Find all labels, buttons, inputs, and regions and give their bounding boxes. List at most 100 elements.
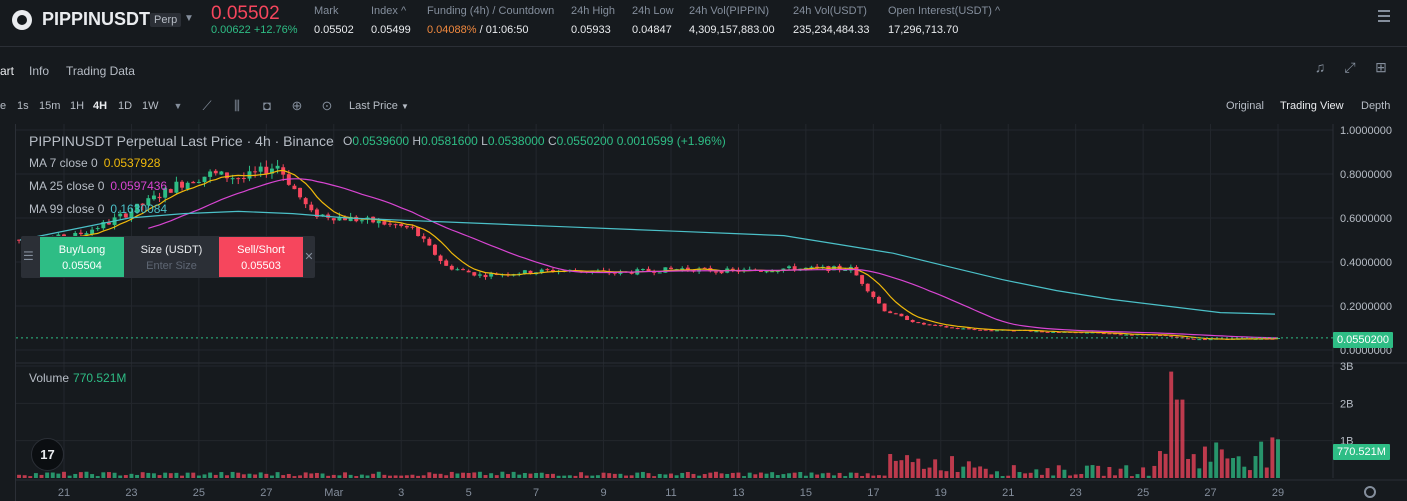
- volume-bar: [269, 475, 274, 478]
- interval-1s[interactable]: 1s: [17, 100, 29, 112]
- volume-bar: [455, 473, 460, 478]
- volume-bar: [539, 472, 544, 478]
- volume-bar: [208, 472, 213, 478]
- drawing-tools-bar[interactable]: [0, 124, 16, 501]
- add-indicator-icon[interactable]: ⊕: [291, 98, 303, 113]
- candle-body: [978, 329, 983, 331]
- volume-bar: [382, 474, 387, 478]
- candle-body: [1174, 336, 1179, 338]
- volume-bar: [972, 467, 977, 478]
- candle-body: [854, 266, 859, 276]
- candle-body: [719, 271, 724, 274]
- interval-dropdown-icon[interactable]: ▼: [173, 101, 183, 111]
- candle-body: [78, 232, 83, 235]
- volume-bar: [1107, 466, 1112, 478]
- candle-body: [669, 267, 673, 270]
- stat-open-interest[interactable]: Open Interest(USDT) ^ 17,296,713.70: [888, 5, 1000, 36]
- symbol-dropdown-icon[interactable]: ▼: [184, 13, 194, 24]
- price-chart-svg[interactable]: 21 23 25 27 Mar 3 5 7 9 11 13 15 17 19 21 23 25 27 29 1.000…: [0, 123, 1407, 501]
- volume-bar: [1141, 467, 1146, 478]
- candle-body: [489, 273, 494, 277]
- chart-area[interactable]: 21 23 25 27 Mar 3 5 7 9 11 13 15 17 19 21 23 25 27 29 1.000…: [0, 123, 1407, 501]
- volume-bar: [567, 475, 572, 478]
- volume-bar: [798, 472, 803, 478]
- more-menu-icon[interactable]: [1378, 15, 1390, 17]
- volume-bar: [871, 475, 876, 478]
- ma7-legend[interactable]: MA 7 close 0 0.0537928: [29, 156, 160, 170]
- volume-bar: [28, 476, 33, 478]
- candle-body: [775, 270, 780, 272]
- camera-icon[interactable]: ◘: [263, 98, 271, 113]
- candle-body: [685, 267, 690, 270]
- volume-bar: [123, 475, 128, 478]
- view-depth[interactable]: Depth: [1361, 100, 1391, 112]
- volume-bar: [45, 472, 50, 478]
- layout-grid-icon[interactable]: ⊞: [1375, 59, 1387, 75]
- x-tick-label: 11: [665, 487, 676, 499]
- volume-bar: [736, 472, 741, 478]
- candle-body: [972, 329, 977, 331]
- candle-body: [404, 225, 409, 228]
- volume-bar: [702, 474, 707, 478]
- indicator-icon[interactable]: ⟋: [202, 98, 212, 113]
- view-original[interactable]: Original: [1226, 100, 1264, 112]
- interval-4h[interactable]: 4H: [93, 100, 108, 112]
- tab-chart[interactable]: art: [0, 64, 15, 78]
- volume-bar: [680, 472, 685, 478]
- volume-bar: [1264, 467, 1269, 478]
- candle-type-icon[interactable]: ⫼: [234, 98, 240, 113]
- symbol-title[interactable]: PIPPINUSDT: [42, 9, 151, 29]
- interval-1h[interactable]: 1H: [70, 100, 85, 112]
- stat-value: 235,234,484.33: [793, 24, 870, 36]
- interval-1w[interactable]: 1W: [142, 100, 159, 112]
- volume-bar: [1197, 468, 1202, 478]
- ma25-legend[interactable]: MA 25 close 0 0.0597436: [29, 179, 167, 193]
- candle-body: [449, 265, 454, 270]
- candle-body: [528, 270, 533, 274]
- candle-body: [168, 189, 173, 193]
- candle-body: [702, 267, 707, 269]
- tab-trading-data[interactable]: Trading Data: [66, 64, 135, 78]
- candle-body: [264, 166, 269, 175]
- volume-bar: [219, 472, 224, 478]
- volume-bar: [590, 475, 595, 478]
- interval-15m[interactable]: 15m: [39, 100, 61, 112]
- candle-body: [157, 196, 162, 199]
- sell-short-button[interactable]: Sell/Short 0.05503: [219, 237, 303, 277]
- size-input[interactable]: Size (USDT) Enter Size: [140, 244, 203, 272]
- ma99-legend[interactable]: MA 99 close 0 0.1630084: [29, 202, 167, 216]
- volume-bar: [545, 474, 550, 478]
- volume-bar: [657, 473, 662, 478]
- quick-trade-panel: ☰ Buy/Long 0.05504 Size (USDT) Enter Siz…: [21, 236, 315, 278]
- volume-bar: [67, 475, 72, 478]
- view-trading-view[interactable]: Trading View: [1280, 100, 1344, 112]
- buy-long-button[interactable]: Buy/Long 0.05504: [40, 237, 124, 277]
- stat-label: 24h High: [571, 5, 616, 17]
- volume-bar: [551, 473, 555, 478]
- close-icon[interactable]: ✕: [304, 251, 314, 263]
- volume-bar: [893, 460, 898, 478]
- volume-bar: [601, 472, 606, 478]
- ticker-header: PIPPINUSDT Perp ▼ 0.05502 0.00622 +12.76…: [0, 0, 1407, 47]
- candle-body: [697, 268, 702, 272]
- candle-body: [354, 216, 359, 222]
- drag-handle-icon[interactable]: ☰: [23, 249, 34, 263]
- tab-info[interactable]: Info: [29, 64, 50, 78]
- interval-1d[interactable]: 1D: [118, 100, 133, 112]
- interval-time[interactable]: e: [0, 100, 7, 112]
- settings-circle-icon[interactable]: ⊙: [321, 98, 333, 113]
- volume-bar: [708, 472, 713, 478]
- gear-icon[interactable]: [1364, 486, 1376, 498]
- volume-bar: [775, 475, 780, 478]
- volume-bar: [73, 473, 78, 478]
- x-tick-label: 25: [1137, 487, 1149, 499]
- bell-icon[interactable]: ♫: [1314, 59, 1326, 75]
- x-tick-label: 21: [1002, 487, 1014, 499]
- funding-countdown: / 01:06:50: [476, 24, 529, 36]
- volume-bar: [359, 474, 364, 478]
- price-source-dropdown[interactable]: Last Price ▼: [349, 100, 409, 112]
- stat-index[interactable]: Index ^ 0.05499: [371, 5, 411, 36]
- expand-icon[interactable]: ⤢: [1344, 59, 1356, 75]
- volume-bar: [1174, 399, 1179, 478]
- candle-body: [629, 271, 634, 274]
